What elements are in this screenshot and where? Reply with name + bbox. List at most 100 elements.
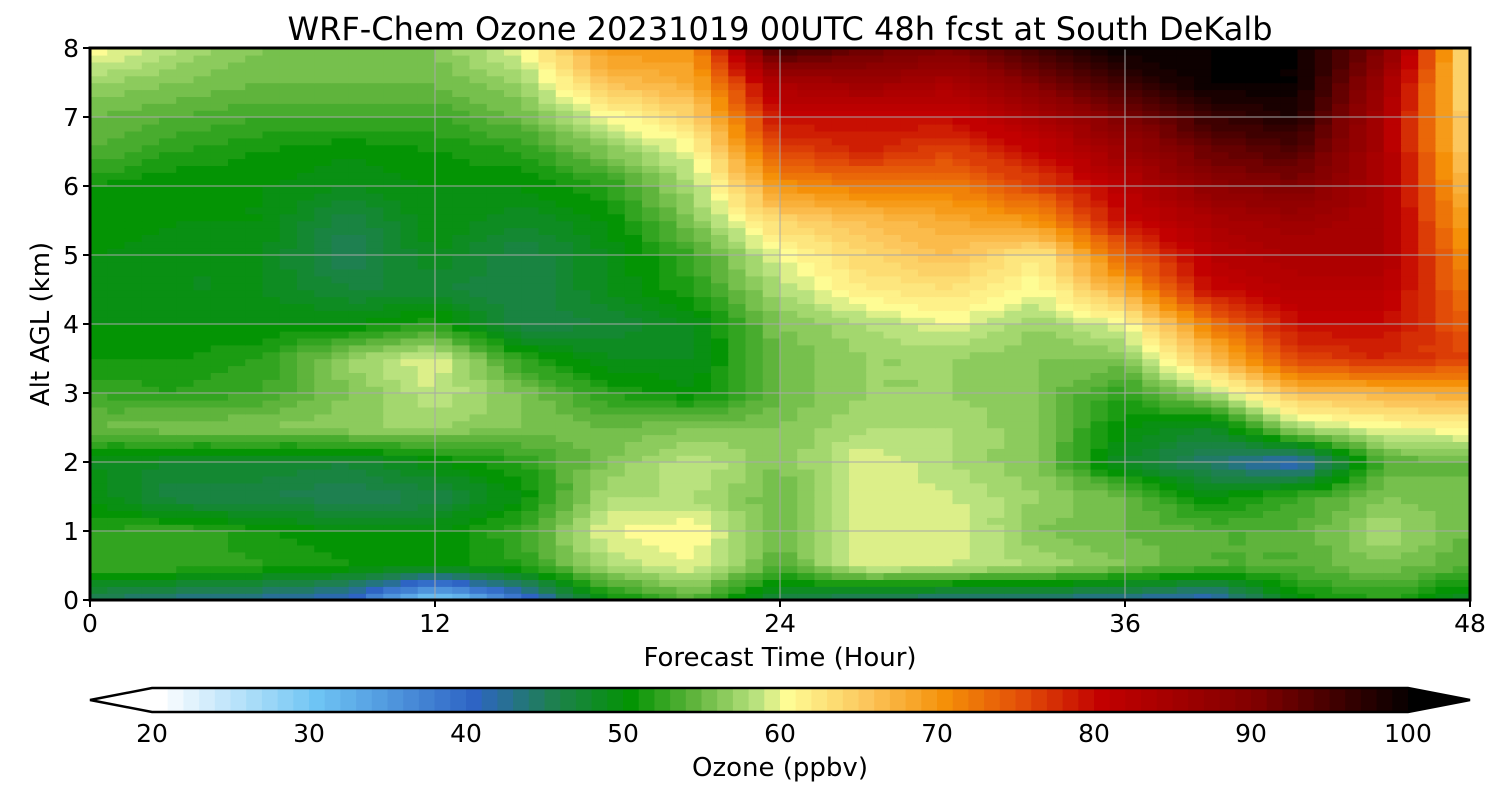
- heatmap-cell: [762, 248, 781, 256]
- heatmap-cell: [1263, 413, 1281, 422]
- heatmap-cell: [900, 420, 919, 429]
- heatmap-cell: [1090, 282, 1109, 291]
- heatmap-cell: [348, 544, 367, 553]
- heatmap-cell: [1142, 282, 1161, 291]
- heatmap-cell: [711, 393, 729, 401]
- heatmap-cell: [1245, 399, 1264, 408]
- heatmap-cell: [279, 448, 298, 456]
- heatmap-cell: [797, 586, 816, 594]
- heatmap-cell: [969, 524, 988, 532]
- heatmap-cell: [952, 558, 971, 567]
- heatmap-cell: [969, 399, 988, 408]
- heatmap-cell: [1038, 220, 1057, 229]
- heatmap-cell: [728, 489, 747, 498]
- heatmap-cell: [1038, 337, 1057, 346]
- heatmap-cell: [504, 241, 522, 249]
- heatmap-cell: [659, 475, 678, 484]
- heatmap-cell: [1263, 503, 1281, 511]
- heatmap-cell: [486, 413, 505, 422]
- heatmap-cell: [348, 179, 367, 187]
- heatmap-cell: [1228, 462, 1247, 470]
- heatmap-cell: [642, 462, 660, 470]
- heatmap-cell: [383, 565, 402, 574]
- heatmap-cell: [366, 531, 384, 539]
- heatmap-cell: [762, 255, 781, 263]
- heatmap-cell: [176, 275, 195, 284]
- heatmap-cell: [1073, 220, 1092, 229]
- heatmap-cell: [400, 227, 419, 235]
- heatmap-cell: [624, 593, 643, 600]
- heatmap-cell: [383, 268, 402, 277]
- heatmap-cell: [900, 489, 919, 498]
- heatmap-cell: [883, 296, 902, 304]
- heatmap-cell: [1314, 558, 1333, 567]
- heatmap-cell: [849, 565, 867, 574]
- heatmap-cell: [1297, 372, 1316, 380]
- heatmap-cell: [297, 289, 315, 298]
- heatmap-cell: [573, 455, 591, 463]
- heatmap-cell: [193, 337, 212, 346]
- heatmap-cell: [642, 413, 660, 422]
- heatmap-cell: [555, 372, 574, 380]
- heatmap-cell: [1401, 303, 1419, 311]
- heatmap-cell: [1228, 192, 1247, 201]
- heatmap-cell: [728, 275, 747, 284]
- heatmap-cell: [1280, 213, 1299, 222]
- heatmap-cell: [141, 324, 160, 332]
- heatmap-cell: [141, 303, 160, 311]
- heatmap-cell: [762, 420, 781, 429]
- heatmap-cell: [780, 558, 798, 567]
- heatmap-cell: [1107, 427, 1126, 436]
- heatmap-cell: [693, 186, 712, 194]
- heatmap-cell: [1435, 537, 1454, 546]
- heatmap-cell: [1073, 434, 1092, 442]
- heatmap-cell: [814, 496, 833, 505]
- heatmap-cell: [797, 310, 816, 318]
- heatmap-cell: [141, 151, 160, 160]
- heatmap-cell: [1142, 310, 1161, 318]
- heatmap-cell: [883, 462, 902, 470]
- heatmap-cell: [555, 220, 574, 229]
- heatmap-cell: [1366, 489, 1385, 498]
- heatmap-cell: [90, 192, 108, 201]
- heatmap-cell: [297, 558, 315, 567]
- heatmap-cell: [831, 572, 850, 580]
- heatmap-cell: [849, 531, 867, 539]
- heatmap-cell: [728, 206, 747, 215]
- heatmap-cell: [762, 441, 781, 449]
- heatmap-cell: [331, 344, 350, 353]
- heatmap-cell: [590, 565, 609, 574]
- heatmap-cell: [331, 255, 350, 263]
- heatmap-cell: [728, 358, 747, 367]
- heatmap-cell: [745, 517, 764, 525]
- heatmap-cell: [1194, 482, 1212, 491]
- heatmap-cell: [1073, 289, 1092, 298]
- heatmap-cell: [538, 482, 557, 491]
- heatmap-cell: [624, 199, 643, 208]
- heatmap-cell: [987, 496, 1005, 505]
- heatmap-cell: [1038, 531, 1057, 539]
- heatmap-cell: [1332, 572, 1350, 580]
- heatmap-cell: [366, 517, 384, 525]
- heatmap-cell: [1021, 420, 1040, 429]
- heatmap-cell: [711, 310, 729, 318]
- heatmap-cell: [1194, 317, 1212, 325]
- heatmap-cell: [1245, 531, 1264, 539]
- heatmap-cell: [745, 399, 764, 408]
- heatmap-cell: [624, 503, 643, 511]
- heatmap-cell: [521, 441, 540, 449]
- heatmap-cell: [1073, 275, 1092, 284]
- heatmap-cell: [124, 441, 143, 449]
- heatmap-cell: [987, 434, 1005, 442]
- heatmap-cell: [1021, 468, 1040, 477]
- heatmap-cell: [814, 441, 833, 449]
- heatmap-cell: [383, 386, 402, 394]
- heatmap-cell: [124, 468, 143, 477]
- heatmap-cell: [693, 427, 712, 436]
- heatmap-cell: [1263, 544, 1281, 553]
- heatmap-cell: [348, 503, 367, 511]
- heatmap-cell: [1383, 434, 1402, 442]
- heatmap-cell: [1263, 303, 1281, 311]
- heatmap-cell: [555, 282, 574, 291]
- heatmap-cell: [1263, 358, 1281, 367]
